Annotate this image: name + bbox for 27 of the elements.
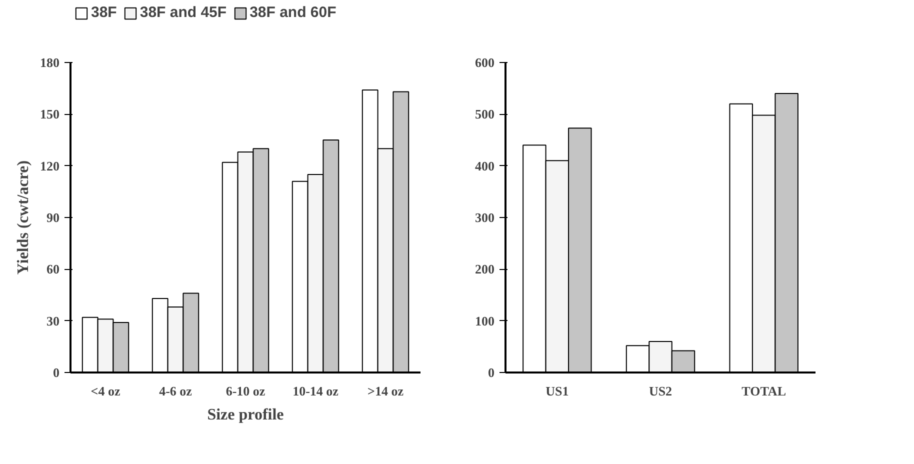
y-axis-title: Yields (cwt/acre) — [15, 160, 32, 275]
x-tick-label: >14 oz — [368, 384, 404, 398]
y-tick-label: 200 — [475, 262, 494, 277]
x-tick-label: 10-14 oz — [292, 384, 339, 398]
y-tick-label: 180 — [40, 55, 60, 70]
y-tick-label: 400 — [475, 158, 494, 174]
y-tick-label: 150 — [40, 106, 60, 122]
x-tick-label: TOTAL — [742, 384, 786, 398]
y-tick-label: 600 — [475, 55, 494, 70]
legend-label: 38F — [91, 4, 117, 21]
y-tick-label: 60 — [46, 262, 60, 277]
x-tick-label: US2 — [648, 384, 672, 398]
y-tick-label: 300 — [475, 210, 494, 225]
y-tick-label: 90 — [46, 210, 60, 225]
y-tick-label: 0 — [53, 365, 60, 380]
y-tick-label: 0 — [488, 365, 494, 380]
y-tick-label: 30 — [46, 313, 60, 328]
y-tick-label: 120 — [40, 158, 60, 174]
x-tick-label: 4-6 oz — [159, 384, 192, 398]
x-tick-label: US1 — [546, 384, 569, 398]
legend-label: 38F and 60F — [250, 4, 336, 21]
y-tick-label: 100 — [475, 313, 494, 328]
x-tick-label: 6-10 oz — [226, 384, 266, 398]
x-tick-label: <4 oz — [90, 384, 120, 398]
legend-label: 38F and 45F — [140, 4, 227, 21]
y-tick-label: 500 — [475, 106, 494, 122]
x-axis-title: Size profile — [207, 406, 284, 424]
